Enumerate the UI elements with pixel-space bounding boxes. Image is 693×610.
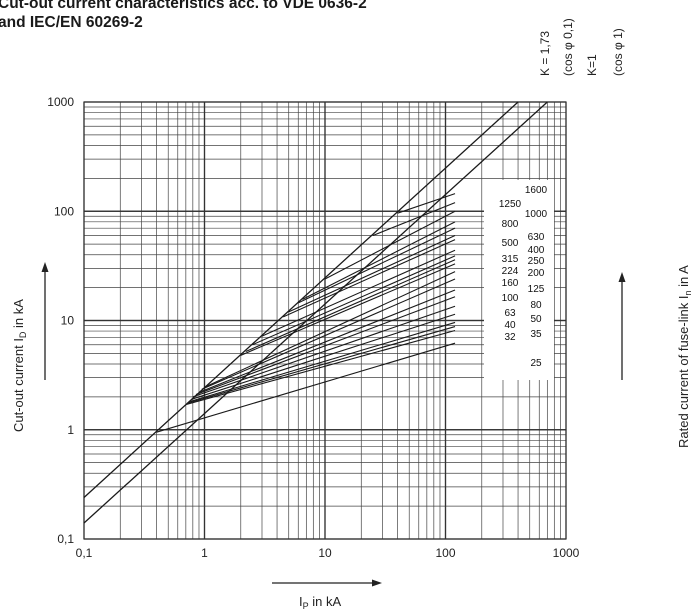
rating-label-35: 35	[530, 329, 542, 340]
rating-label-1000: 1000	[525, 209, 548, 220]
series-line-400	[282, 239, 456, 318]
series-lines	[156, 193, 456, 433]
x-tick-100: 100	[435, 546, 455, 560]
right-arrowhead	[618, 272, 626, 282]
series-line-100	[198, 289, 456, 393]
series-line-160	[204, 271, 456, 388]
series-line-224	[245, 259, 456, 353]
series-line-200	[240, 263, 456, 356]
series-line-315	[261, 249, 456, 337]
x-tick-1: 1	[201, 546, 208, 560]
x-axis-arrowhead	[372, 579, 382, 587]
k-reference-line-2	[83, 101, 548, 524]
k-label-1: K = 1,73	[538, 31, 552, 76]
x-tick-10: 10	[318, 546, 332, 560]
plot-frame	[83, 101, 567, 540]
x-tick-1000: 1000	[553, 546, 580, 560]
y-axis-arrowhead	[41, 262, 49, 272]
rating-label-200: 200	[528, 268, 545, 279]
y-tick-1: 1	[67, 423, 74, 437]
series-line-1250	[372, 202, 456, 236]
x-tick-0,1: 0,1	[76, 546, 93, 560]
x-axis-label: IP in kA	[299, 594, 341, 610]
series-line-63	[192, 305, 456, 398]
rating-label-315: 315	[502, 254, 519, 265]
rating-label-630: 630	[528, 232, 545, 243]
reference-lines	[83, 101, 548, 524]
rating-label-32: 32	[504, 332, 516, 343]
y-tick-0,1: 0,1	[57, 532, 74, 546]
series-line-250	[252, 255, 456, 346]
series-line-80	[195, 296, 456, 396]
series-line-800	[302, 221, 456, 300]
k-label-2: (cos φ 0,1)	[561, 18, 575, 76]
k-reference-line-1	[83, 101, 519, 498]
k-label-3: K=1	[585, 54, 599, 76]
y-tick-1000: 1000	[47, 95, 74, 109]
rating-label-250: 250	[528, 256, 545, 267]
series-line-500	[288, 234, 456, 313]
chart-title: Cut-out current characteristics acc. to …	[0, 0, 367, 31]
k-label-4: (cos φ 1)	[611, 28, 625, 76]
series-line-40	[188, 321, 456, 403]
y-axis-label: Cut-out current ID in kA	[11, 299, 28, 432]
rating-label-80: 80	[530, 300, 542, 311]
rating-label-400: 400	[528, 245, 545, 256]
rating-label-125: 125	[528, 284, 545, 295]
series-line-32	[185, 329, 456, 406]
series-line-1600	[397, 193, 456, 214]
series-line-25	[156, 342, 456, 433]
series-line-50	[191, 313, 456, 400]
rating-label-40: 40	[504, 320, 516, 331]
rating-label-63: 63	[504, 308, 516, 319]
rating-label-500: 500	[502, 238, 519, 249]
rating-label-box	[484, 180, 554, 380]
rating-label-1600: 1600	[525, 185, 548, 196]
rating-label-25: 25	[530, 358, 542, 369]
rating-label-1250: 1250	[499, 199, 522, 210]
y-tick-labels: 0,1 1 10 100 1000	[47, 95, 74, 546]
x-tick-labels: 0,1 1 10 100 1000	[76, 546, 580, 560]
y-tick-10: 10	[61, 314, 75, 328]
rating-label-160: 160	[502, 278, 519, 289]
rating-label-100: 100	[502, 293, 519, 304]
y-tick-100: 100	[54, 204, 74, 218]
rating-label-224: 224	[502, 266, 519, 277]
series-line-35	[187, 326, 456, 404]
series-line-125	[201, 278, 456, 390]
rating-label-800: 800	[502, 219, 519, 230]
series-line-630	[298, 227, 456, 304]
right-axis-label: Rated current of fuse-link In in A	[676, 265, 693, 448]
rating-label-50: 50	[530, 314, 542, 325]
